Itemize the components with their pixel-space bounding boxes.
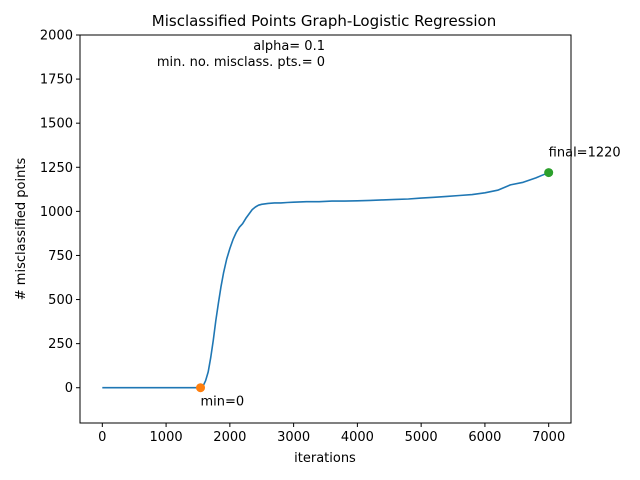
x-tick-label: 0 bbox=[98, 430, 106, 445]
min-misclassified-annotation: min. no. misclass. pts.= 0 bbox=[157, 55, 325, 70]
x-tick-label: 5000 bbox=[405, 430, 438, 445]
x-tick-label: 4000 bbox=[341, 430, 374, 445]
x-tick-label: 3000 bbox=[277, 430, 310, 445]
y-tick-label: 750 bbox=[48, 249, 73, 264]
y-tick-label: 1500 bbox=[40, 117, 73, 132]
y-tick-label: 1750 bbox=[40, 73, 73, 88]
chart-title: Misclassified Points Graph-Logistic Regr… bbox=[152, 12, 496, 30]
x-tick-label: 1000 bbox=[150, 430, 183, 445]
y-tick-label: 1250 bbox=[40, 161, 73, 176]
alpha-annotation: alpha= 0.1 bbox=[253, 39, 325, 54]
y-tick-label: 250 bbox=[48, 337, 73, 352]
x-axis-label: iterations bbox=[294, 451, 356, 466]
final-marker-label: final=1220 bbox=[549, 146, 621, 161]
y-tick-label: 2000 bbox=[40, 29, 73, 44]
min-marker bbox=[196, 383, 206, 393]
y-axis-label: # misclassified points bbox=[14, 158, 29, 301]
misclassified-line bbox=[102, 171, 550, 389]
min-marker-label: min=0 bbox=[201, 395, 245, 410]
final-marker bbox=[544, 168, 554, 178]
y-tick-label: 500 bbox=[48, 293, 73, 308]
x-tick-label: 6000 bbox=[468, 430, 501, 445]
x-tick-label: 7000 bbox=[532, 430, 565, 445]
plot-frame bbox=[79, 34, 572, 424]
x-tick-label: 2000 bbox=[213, 430, 246, 445]
y-tick-label: 0 bbox=[65, 381, 73, 396]
y-tick-label: 1000 bbox=[40, 205, 73, 220]
